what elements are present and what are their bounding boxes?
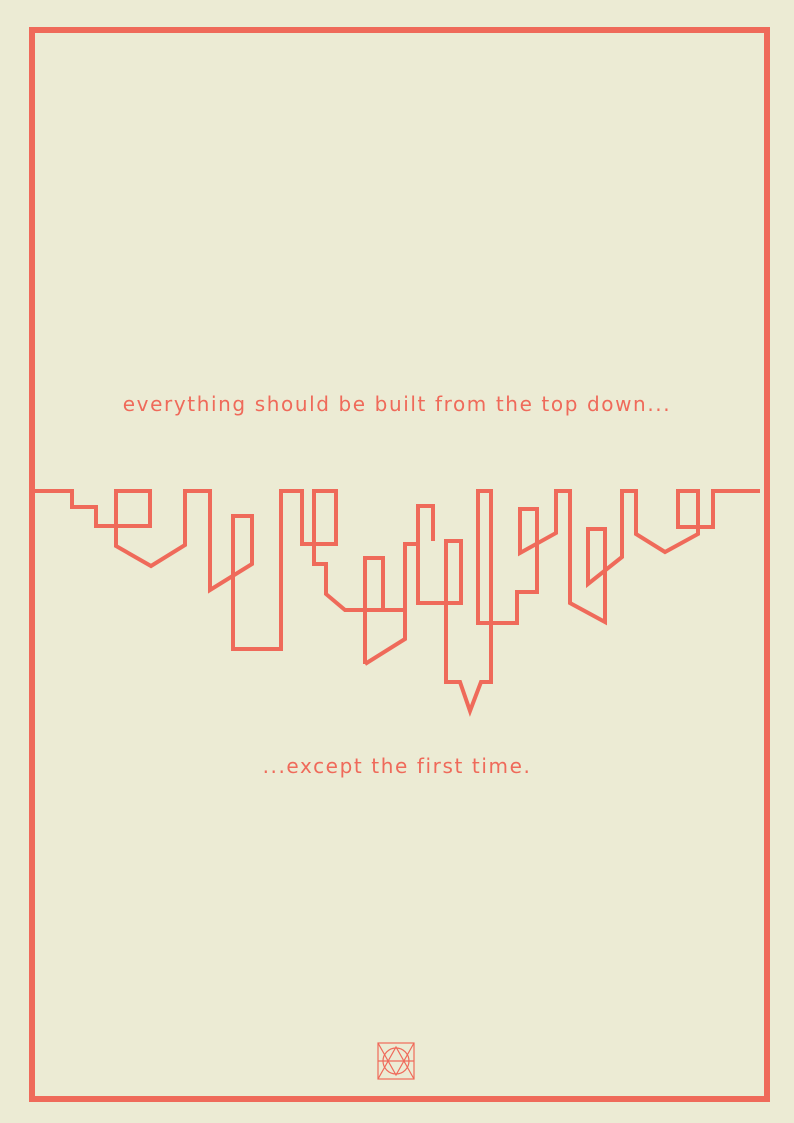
skyline-tower-mid xyxy=(363,556,385,664)
bottom-caption: ...except the first time. xyxy=(262,754,532,778)
top-caption: everything should be built from the top … xyxy=(122,392,672,416)
geometric-monogram-logo xyxy=(377,1042,415,1080)
poster-frame xyxy=(29,27,770,1102)
skyline-tower-left xyxy=(363,610,407,666)
skyline-outline xyxy=(35,489,760,717)
skyline-tower-inner xyxy=(416,504,435,544)
